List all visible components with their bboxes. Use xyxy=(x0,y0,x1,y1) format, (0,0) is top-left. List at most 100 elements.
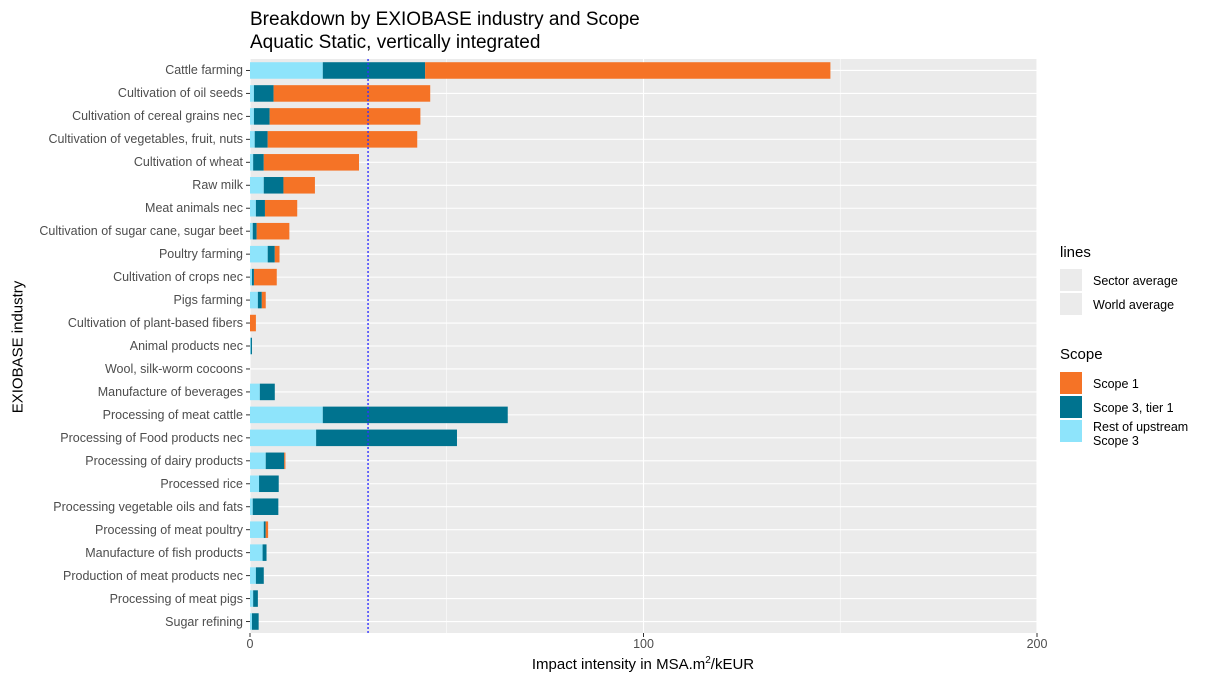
x-tick-label-0: 0 xyxy=(246,637,254,651)
bar-processing-of-food-products-nec-rest-of-upstream-scope-3 xyxy=(250,429,317,447)
x-axis-label-suffix: /kEUR xyxy=(710,656,755,673)
chart-subtitle: Aquatic Static, vertically integrated xyxy=(250,32,541,53)
bar-meat-animals-nec-scope-3-tier-1 xyxy=(255,199,265,217)
legend-lines-title: lines xyxy=(1060,244,1091,261)
category-label-manufacture-of-fish-products: Manufacture of fish products xyxy=(85,545,243,560)
bar-processing-vegetable-oils-and-fats-rest-of-upstream-scope-3 xyxy=(250,498,253,515)
legend-label-rest-line-1: Rest of upstream xyxy=(1093,420,1189,434)
bar-raw-milk-scope-1 xyxy=(283,177,315,194)
bar-meat-animals-nec-scope-1 xyxy=(264,199,298,217)
bar-production-of-meat-products-nec-rest-of-upstream-scope-3 xyxy=(250,567,256,584)
category-label-processing-of-meat-cattle: Processing of meat cattle xyxy=(102,407,243,422)
bar-pigs-farming-scope-3-tier-1 xyxy=(257,291,262,309)
legend-label-world-average: World average xyxy=(1093,298,1175,312)
bar-cattle-farming-scope-1 xyxy=(425,62,831,79)
bar-cultivation-of-crops-nec-rest-of-upstream-scope-3 xyxy=(250,268,252,286)
legend-label-rest-of-upstream: Rest of upstream Scope 3 xyxy=(1093,420,1188,448)
bar-animal-products-nec-scope-3-tier-1 xyxy=(250,337,252,355)
category-label-cultivation-of-oil-seeds: Cultivation of oil seeds xyxy=(117,86,243,101)
legend-key-scope-3-tier-1 xyxy=(1060,396,1082,418)
category-label-wool-silk-worm-cocoons: Wool, silk-worm cocoons xyxy=(104,361,243,376)
bar-meat-animals-nec-rest-of-upstream-scope-3 xyxy=(250,199,256,217)
bar-processing-of-meat-cattle-scope-3-tier-1 xyxy=(322,406,508,424)
legend-scope-title: Scope xyxy=(1060,346,1103,363)
category-label-cultivation-of-vegetables-fruit-nuts: Cultivation of vegetables, fruit, nuts xyxy=(48,132,243,147)
bar-cultivation-of-wheat-scope-3-tier-1 xyxy=(253,154,264,171)
bar-manufacture-of-fish-products-scope-3-tier-1 xyxy=(262,544,267,561)
x-axis-label-prefix: Impact intensity in MSA.m xyxy=(531,656,706,673)
category-label-cultivation-of-plant-based-fibers: Cultivation of plant-based fibers xyxy=(67,316,243,331)
x-tick-label-100: 100 xyxy=(633,637,654,651)
legend-label-rest-line-2: Scope 3 xyxy=(1093,434,1139,448)
category-label-raw-milk: Raw milk xyxy=(192,178,243,193)
bar-processing-of-meat-poultry-rest-of-upstream-scope-3 xyxy=(250,521,264,538)
bar-pigs-farming-scope-1 xyxy=(261,291,266,309)
category-label-processing-of-meat-poultry: Processing of meat poultry xyxy=(95,522,243,537)
bar-processing-of-meat-cattle-rest-of-upstream-scope-3 xyxy=(250,406,323,424)
y-axis-label: EXIOBASE industry xyxy=(9,280,27,414)
bar-cultivation-of-plant-based-fibers-scope-1 xyxy=(250,314,256,332)
category-label-cultivation-of-cereal-grains-nec: Cultivation of cereal grains nec xyxy=(72,109,243,124)
bar-cultivation-of-vegetables-fruit-nuts-scope-1 xyxy=(267,131,418,148)
bar-raw-milk-rest-of-upstream-scope-3 xyxy=(250,177,264,194)
bar-cultivation-of-wheat-rest-of-upstream-scope-3 xyxy=(250,154,254,171)
legend-label-sector-average: Sector average xyxy=(1093,274,1178,288)
category-label-processing-of-dairy-products: Processing of dairy products xyxy=(85,453,243,468)
category-label-processing-vegetable-oils-and-fats: Processing vegetable oils and fats xyxy=(53,499,243,514)
x-axis-label: Impact intensity in MSA.m2/kEUR xyxy=(532,655,754,673)
bar-animal-products-nec-rest-of-upstream-scope-3 xyxy=(250,337,251,355)
bar-cattle-farming-scope-3-tier-1 xyxy=(322,62,426,79)
bar-cultivation-of-vegetables-fruit-nuts-rest-of-upstream-scope-3 xyxy=(250,131,255,148)
bar-poultry-farming-scope-3-tier-1 xyxy=(267,245,275,263)
category-label-processing-of-food-products-nec: Processing of Food products nec xyxy=(60,430,243,445)
legend-label-scope-3-tier-1: Scope 3, tier 1 xyxy=(1093,401,1174,415)
bar-manufacture-of-beverages-rest-of-upstream-scope-3 xyxy=(250,383,260,401)
bar-cultivation-of-oil-seeds-rest-of-upstream-scope-3 xyxy=(250,85,254,102)
bar-cultivation-of-sugar-cane-sugar-beet-rest-of-upstream-scope-3 xyxy=(250,222,253,240)
legend-key-scope-1 xyxy=(1060,372,1082,394)
bar-poultry-farming-rest-of-upstream-scope-3 xyxy=(250,245,268,263)
bar-processing-of-dairy-products-rest-of-upstream-scope-3 xyxy=(250,452,266,470)
bar-cattle-farming-rest-of-upstream-scope-3 xyxy=(250,62,323,79)
legend-key-rest-of-upstream xyxy=(1060,420,1082,442)
bar-processed-rice-scope-3-tier-1 xyxy=(259,475,279,493)
bar-processing-of-meat-poultry-scope-3-tier-1 xyxy=(263,521,266,538)
bar-manufacture-of-beverages-scope-3-tier-1 xyxy=(259,383,275,401)
bar-raw-milk-scope-3-tier-1 xyxy=(263,177,284,194)
category-label-production-of-meat-products-nec: Production of meat products nec xyxy=(63,568,243,583)
bar-processing-of-meat-poultry-scope-1 xyxy=(265,521,269,538)
bar-manufacture-of-fish-products-rest-of-upstream-scope-3 xyxy=(250,544,263,561)
category-label-processed-rice: Processed rice xyxy=(160,476,243,491)
bar-cultivation-of-wheat-scope-1 xyxy=(263,154,359,171)
legend-key-sector-average xyxy=(1060,269,1082,291)
bar-cultivation-of-vegetables-fruit-nuts-scope-3-tier-1 xyxy=(254,131,268,148)
bar-processing-of-dairy-products-scope-1 xyxy=(284,452,286,470)
x-axis-label-superscript: 2 xyxy=(705,655,711,666)
bar-stacks xyxy=(250,62,831,630)
bar-processing-vegetable-oils-and-fats-scope-3-tier-1 xyxy=(252,498,279,515)
bar-cultivation-of-sugar-cane-sugar-beet-scope-3-tier-1 xyxy=(252,222,257,240)
axis-ticks xyxy=(246,69,1038,637)
category-label-poultry-farming: Poultry farming xyxy=(158,247,243,262)
bar-pigs-farming-rest-of-upstream-scope-3 xyxy=(250,291,258,309)
chart-title: Breakdown by EXIOBASE industry and Scope xyxy=(250,9,640,30)
bar-processed-rice-rest-of-upstream-scope-3 xyxy=(250,475,260,493)
category-label-cultivation-of-crops-nec: Cultivation of crops nec xyxy=(113,270,243,285)
bar-cultivation-of-cereal-grains-nec-scope-1 xyxy=(269,108,421,125)
bar-processing-of-meat-pigs-rest-of-upstream-scope-3 xyxy=(250,590,254,607)
bar-cultivation-of-crops-nec-scope-1 xyxy=(253,268,277,286)
bar-cultivation-of-oil-seeds-scope-1 xyxy=(273,85,431,102)
category-label-cultivation-of-wheat: Cultivation of wheat xyxy=(133,155,243,170)
category-label-cattle-farming: Cattle farming xyxy=(165,63,243,78)
x-tick-label-200: 200 xyxy=(1026,637,1048,651)
bar-processing-of-food-products-nec-scope-3-tier-1 xyxy=(316,429,457,447)
bar-poultry-farming-scope-1 xyxy=(274,245,280,263)
legend-label-scope-1: Scope 1 xyxy=(1093,377,1139,391)
category-label-animal-products-nec: Animal products nec xyxy=(129,339,243,353)
bar-processing-of-meat-pigs-scope-3-tier-1 xyxy=(253,590,258,607)
bar-cultivation-of-crops-nec-scope-3-tier-1 xyxy=(251,268,254,286)
bar-cultivation-of-oil-seeds-scope-3-tier-1 xyxy=(253,85,274,102)
bar-production-of-meat-products-nec-scope-3-tier-1 xyxy=(255,567,264,584)
legend-key-world-average xyxy=(1060,293,1082,315)
